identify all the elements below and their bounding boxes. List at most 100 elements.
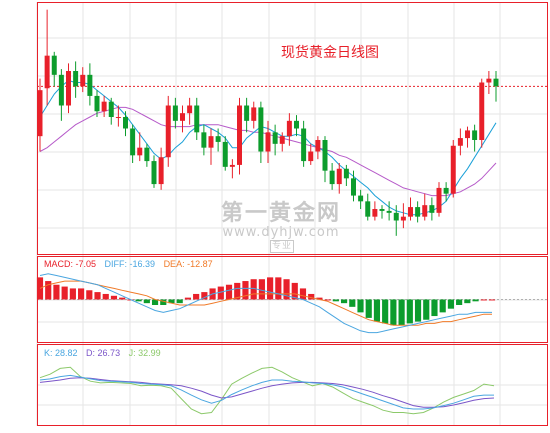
macd-bar-negative: [456, 299, 463, 305]
macd-bar-negative: [143, 299, 150, 304]
candle-up: [286, 120, 292, 137]
candle-down: [322, 140, 328, 171]
macd-bar-positive: [488, 299, 496, 301]
macd-bar-negative: [176, 299, 183, 304]
candle-down: [351, 178, 356, 196]
macd-bar-negative: [373, 299, 381, 322]
legend-j: J: 32.99: [128, 348, 161, 358]
candle-up: [180, 113, 185, 121]
diff-line: [39, 273, 492, 334]
macd-bar-positive: [480, 299, 487, 301]
macd-bar-negative: [357, 299, 364, 313]
candle-down: [386, 210, 392, 213]
candle-up: [251, 107, 257, 121]
kdj-panel-frame: [37, 344, 548, 426]
macd-bar-positive: [291, 282, 298, 300]
candle-down: [151, 161, 157, 185]
candle-down: [201, 132, 207, 148]
macd-bar-positive: [45, 281, 52, 300]
macd-bar-negative: [398, 299, 405, 326]
candle-up: [308, 151, 314, 162]
grid-lines: [36, 2, 548, 426]
macd-bar-negative: [135, 299, 142, 302]
candle-up: [158, 157, 164, 185]
candle-up: [208, 136, 214, 148]
candle-up: [165, 105, 171, 158]
macd-bar-positive: [94, 292, 101, 300]
candle-down: [58, 74, 64, 106]
watermark-name: 第一黄金网: [220, 201, 341, 226]
candle-up: [265, 132, 271, 152]
candle-up: [66, 71, 71, 106]
macd-bar-negative: [414, 299, 422, 322]
macd-bar-negative: [168, 299, 175, 304]
candle-down: [365, 201, 371, 217]
candle-up: [372, 209, 378, 217]
candle-up: [336, 168, 342, 185]
macd-bar-positive: [69, 288, 76, 300]
candle-down: [272, 132, 278, 144]
macd-bar-positive: [119, 297, 126, 300]
candle-up: [80, 74, 86, 87]
macd-bar-negative: [406, 299, 413, 324]
legend-dea: DEA: -12.87: [163, 259, 213, 269]
macd-bar-negative: [464, 299, 471, 304]
macd-bar-positive: [184, 297, 192, 300]
candle-up: [101, 101, 107, 112]
macd-bar-negative: [447, 299, 454, 309]
candle-up: [436, 187, 442, 213]
macd-bar-positive: [217, 286, 224, 300]
candle-down: [415, 207, 421, 217]
legend-d: D: 26.73: [86, 348, 121, 358]
candle-down: [379, 209, 385, 211]
k-line: [39, 374, 494, 410]
candle-down: [130, 128, 136, 156]
candle-up: [44, 55, 50, 89]
candle-up: [229, 164, 235, 167]
legend-k: K: 28.82: [44, 348, 78, 358]
candle-down: [51, 55, 57, 75]
watermark-badge: 专业: [269, 240, 294, 253]
macd-bar-positive: [36, 277, 44, 300]
macd-bar-negative: [439, 299, 446, 313]
macd-panel-frame: [37, 256, 548, 343]
macd-bar-positive: [308, 293, 315, 300]
macd-bar-positive: [242, 281, 249, 300]
candle-up: [486, 78, 492, 83]
candle-down: [294, 120, 299, 129]
macd-bar-negative: [160, 299, 167, 305]
candle-up: [457, 138, 463, 146]
candle-up: [450, 145, 456, 194]
candle-down: [329, 170, 335, 185]
candle-down: [358, 195, 364, 202]
panel-frames: [37, 2, 548, 426]
macd-bar-positive: [250, 279, 257, 300]
candle-down: [343, 168, 349, 179]
candle-down: [222, 141, 228, 167]
candle-down: [443, 187, 449, 194]
macd-bar-negative: [365, 299, 372, 318]
macd-bar-positive: [61, 286, 68, 300]
candle-up: [315, 140, 321, 152]
candle-up: [237, 105, 242, 165]
candle-down: [472, 130, 478, 140]
candle-down: [94, 95, 100, 112]
kdj-legend: K: 28.82 D: 26.73 J: 32.99: [44, 348, 167, 358]
macd-bar-positive: [258, 279, 265, 300]
macd-bar-negative: [349, 299, 356, 307]
macd-bar-positive: [53, 284, 60, 300]
candle-down: [393, 212, 399, 221]
candle-down: [172, 105, 178, 121]
macd-bar-negative: [390, 299, 397, 326]
macd-bar-positive: [201, 292, 208, 300]
candle-down: [244, 105, 250, 121]
candle-down: [87, 74, 93, 96]
candle-up: [465, 130, 470, 139]
macd-bar-positive: [193, 293, 200, 300]
macd-legend: MACD: -7.05 DIFF: -16.39 DEA: -12.87: [44, 259, 219, 269]
candle-up: [408, 207, 413, 217]
candle-down: [429, 205, 435, 213]
candle-down: [108, 101, 114, 117]
